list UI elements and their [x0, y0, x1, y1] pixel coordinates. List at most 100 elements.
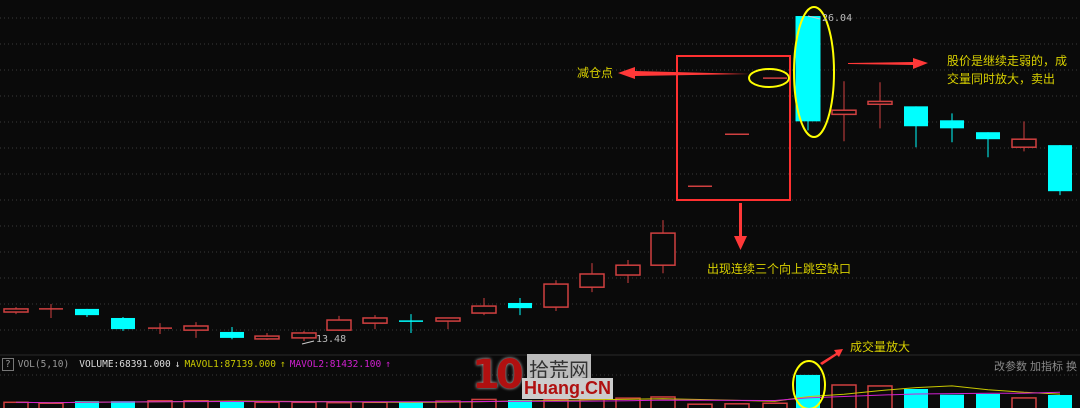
annotation-reduce-position: 减仓点 [577, 66, 614, 80]
candle[interactable] [39, 304, 63, 318]
candle[interactable] [3, 307, 29, 315]
switch-button[interactable]: 换 [1066, 360, 1077, 373]
candle-body [435, 317, 461, 322]
candle[interactable] [111, 316, 135, 331]
candle[interactable] [1011, 121, 1037, 152]
candle[interactable] [650, 220, 676, 274]
volume-value: VOLUME:68391.000 [79, 359, 171, 370]
annotation-volume-up: 成交量放大 [850, 340, 911, 354]
volume-bar [976, 393, 1000, 408]
candle[interactable] [508, 298, 532, 316]
highlight-ellipse [793, 6, 835, 138]
volume-bar [650, 396, 676, 408]
volume-bar [1048, 394, 1072, 408]
arrow-down-icon [734, 203, 747, 250]
volume-bar [291, 401, 317, 408]
volume-bar [904, 388, 928, 408]
low-price-leader [301, 340, 315, 345]
candle[interactable] [615, 260, 641, 284]
candle[interactable] [220, 327, 244, 340]
candle[interactable] [976, 132, 1000, 158]
candle[interactable] [75, 308, 99, 317]
volume-bar [796, 374, 820, 408]
mavol2-line [15, 391, 1061, 404]
arrow-up-right-icon [820, 349, 843, 365]
candle-body [471, 305, 497, 314]
volume-bar [435, 400, 461, 408]
up-arrow-icon: ↑ [279, 359, 286, 370]
candle-body [220, 331, 244, 338]
logo-domain: Huang.CN [522, 378, 613, 399]
annotation-sell-line2: 交量同时放大，卖出 [947, 72, 1056, 86]
candle[interactable] [435, 317, 461, 330]
volume-bar [147, 400, 173, 408]
up-arrow-icon: ↑ [385, 359, 391, 370]
volume-bar [543, 398, 569, 408]
candle-body [976, 132, 1000, 140]
volume-bar [362, 401, 388, 408]
candle-body [183, 325, 209, 331]
volume-bar [183, 400, 209, 408]
add-indicator-button[interactable]: 加指标 [1030, 360, 1063, 373]
volume-bar [762, 402, 788, 408]
help-button[interactable]: ? [2, 358, 14, 371]
candle-body [1048, 145, 1072, 192]
candle-body [111, 317, 135, 330]
candle[interactable] [831, 81, 857, 142]
candle[interactable] [291, 330, 317, 341]
candle-body [75, 308, 99, 316]
logo-number: 10 [472, 352, 524, 398]
volume-bar [1011, 397, 1037, 408]
candle[interactable] [183, 322, 209, 338]
change-params-button[interactable]: 改参数 [994, 360, 1027, 373]
candle[interactable] [362, 315, 388, 330]
indicator-name[interactable]: VOL(5,10) [17, 359, 70, 370]
candle[interactable] [399, 314, 423, 333]
candle-body [795, 16, 821, 122]
volume-bar [220, 401, 244, 408]
watermark-logo: 10 拾荒网 Huang.CN [472, 352, 613, 408]
candle[interactable] [795, 16, 821, 131]
candle-body [326, 319, 352, 331]
volume-bar [3, 401, 29, 408]
candle-body [904, 106, 928, 127]
candle[interactable] [148, 323, 172, 335]
volume-bar [38, 402, 64, 408]
candle-body [3, 308, 29, 313]
candle-body [1011, 138, 1037, 148]
volume-bar [867, 385, 893, 408]
candle[interactable] [1048, 145, 1072, 196]
candle[interactable] [940, 113, 964, 143]
volume-bar [508, 400, 532, 408]
high-price-leader [807, 15, 821, 20]
volume-indicator-header: ? VOL(5,10) VOLUME:68391.000 ↓ MAVOL1:87… [2, 358, 391, 371]
candle-body [615, 264, 641, 276]
candle-body [508, 302, 532, 309]
volume-bar [615, 397, 641, 408]
annotation-sell-line1: 股价是继续走弱的，成 [947, 54, 1068, 68]
volume-bar [831, 384, 857, 408]
arrow-left-icon [618, 67, 750, 79]
candle-body [543, 283, 569, 308]
candle[interactable] [579, 263, 605, 293]
candle[interactable] [867, 82, 893, 129]
candle[interactable] [543, 280, 569, 311]
volume-bar [687, 403, 713, 408]
volume-bar [399, 402, 423, 408]
down-arrow-icon: ↓ [174, 359, 181, 370]
volume-highlight-ellipse [792, 360, 826, 408]
candle-body [650, 232, 676, 266]
candle[interactable] [254, 332, 280, 340]
candle-body [940, 120, 964, 129]
volume-bar [75, 401, 99, 408]
candle[interactable] [326, 315, 352, 331]
mavol2-value: MAVOL2:81432.100 [289, 359, 382, 370]
low-price-label: 13.48 [316, 334, 347, 345]
high-price-label: 26.04 [822, 13, 853, 24]
highlight-ellipse [748, 68, 790, 88]
candle[interactable] [904, 106, 928, 148]
candle[interactable] [471, 298, 497, 316]
volume-bar [471, 398, 497, 408]
